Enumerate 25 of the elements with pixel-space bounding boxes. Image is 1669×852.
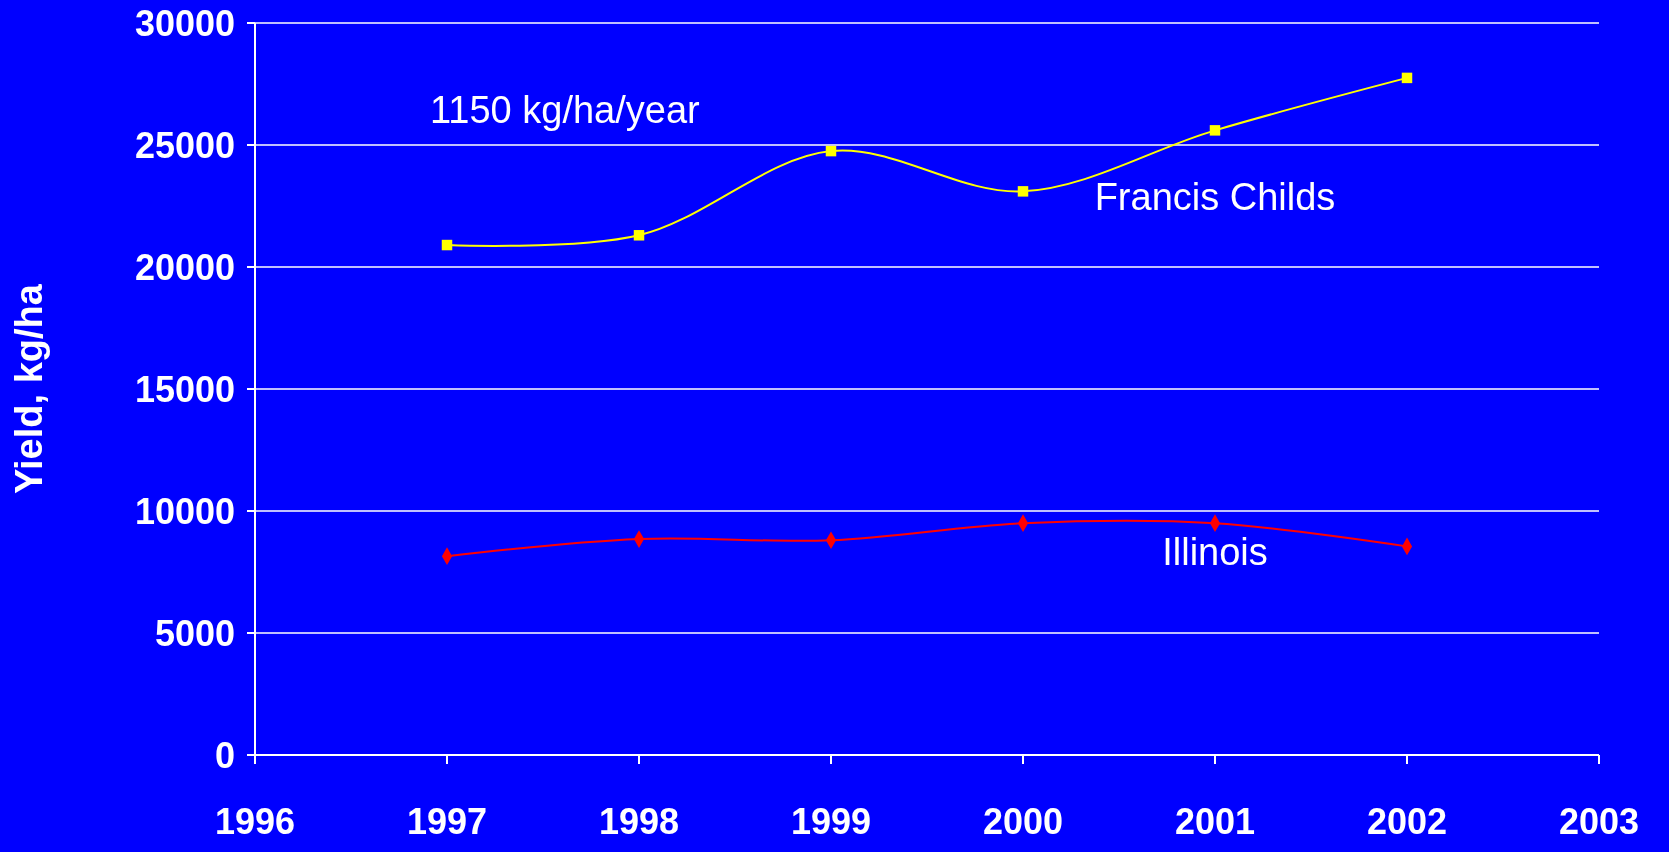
y-tick-label: 0 [214,734,235,776]
x-tick-label: 1999 [790,801,872,842]
point [441,239,453,251]
point [1017,186,1029,197]
y-axis-title: Yield, kg/ha [8,283,50,494]
y-tick-label: 10000 [134,490,235,532]
point [1209,125,1221,136]
y-tick-label: 20000 [134,246,235,288]
x-tick-label: 2003 [1558,801,1640,842]
annotation: 1150 kg/ha/year [430,89,701,131]
series-label: Illinois [1162,531,1268,574]
point [633,230,645,241]
y-tick-label: 25000 [134,124,235,166]
x-tick-label: 2000 [982,801,1064,842]
x-tick-label: 1996 [214,801,296,842]
x-tick-label: 1998 [598,801,680,842]
y-tick-label: 5000 [154,612,235,654]
x-tick-label: 2001 [1174,801,1256,842]
y-tick-label: 15000 [134,368,235,410]
point [825,145,837,157]
x-tick-label: 2002 [1366,801,1448,842]
point [1401,72,1413,84]
y-tick-label: 30000 [134,2,235,44]
x-tick-label: 1997 [406,801,488,842]
series-label: Francis Childs [1094,176,1336,219]
